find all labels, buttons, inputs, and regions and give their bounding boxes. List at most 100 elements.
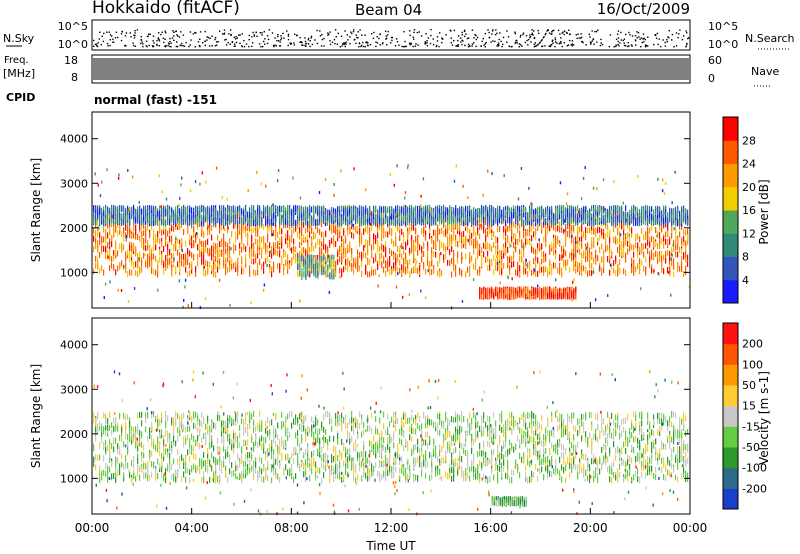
nsky-point	[643, 37, 645, 40]
scatter-point	[137, 253, 139, 259]
nsky-point	[245, 43, 248, 45]
scatter-point	[439, 228, 441, 235]
nsky-point	[167, 45, 169, 47]
scatter-point	[635, 233, 637, 240]
scatter-point	[167, 230, 169, 237]
scatter-point	[245, 261, 247, 268]
scatter-point	[183, 219, 185, 225]
scatter-point	[307, 213, 309, 220]
nsky-point	[101, 35, 103, 37]
nsky-label: N.Sky	[3, 32, 35, 45]
scatter-point	[159, 227, 161, 234]
nsky-point	[98, 38, 100, 40]
nsky-point	[461, 31, 463, 34]
nsky-point	[233, 45, 235, 47]
scatter-point	[243, 227, 245, 234]
scatter-point	[671, 247, 673, 254]
scatter-point	[341, 271, 343, 278]
nsky-point	[112, 41, 115, 43]
scatter-point	[585, 234, 587, 241]
scatter-point	[557, 225, 559, 232]
scatter-point	[613, 267, 615, 274]
scatter-point	[189, 262, 191, 269]
nsky-point	[216, 41, 218, 43]
scatter-point	[105, 237, 107, 244]
scatter-point	[577, 232, 579, 239]
scatter-point	[347, 210, 349, 217]
scatter-point	[497, 248, 499, 255]
scatter-point	[395, 220, 397, 227]
nsky-point	[272, 44, 275, 47]
nsky-point	[149, 33, 151, 35]
nsky-point	[531, 29, 533, 31]
scatter-point	[305, 206, 307, 213]
scatter-point	[199, 219, 201, 226]
scatter-point	[203, 206, 205, 213]
scatter-point	[105, 218, 107, 225]
scatter-point	[345, 210, 347, 217]
scatter-point	[107, 222, 109, 229]
scatter-point	[283, 205, 285, 211]
scatter-point	[599, 226, 601, 233]
scatter-point	[655, 241, 657, 248]
scatter-point	[215, 255, 217, 262]
scatter-point	[617, 247, 619, 253]
scatter-point	[259, 249, 261, 256]
nsky-point	[156, 40, 158, 42]
scatter-point	[569, 226, 571, 233]
scatter-point	[383, 217, 385, 224]
scatter-point	[235, 222, 237, 229]
scatter-point	[359, 240, 361, 247]
scatter-point	[305, 250, 307, 257]
nsky-point	[502, 36, 505, 39]
scatter-point	[233, 243, 235, 250]
scatter-point	[493, 231, 495, 238]
scatter-point	[375, 238, 377, 245]
scatter-point	[113, 213, 115, 220]
scatter-point	[155, 237, 157, 244]
scatter-point	[629, 245, 631, 252]
scatter-point	[281, 236, 283, 242]
scatter-point	[143, 211, 145, 218]
scatter-point	[563, 248, 565, 255]
scatter-point	[279, 263, 281, 270]
scatter-point	[639, 268, 641, 275]
nsky-point	[222, 33, 224, 35]
scatter-point	[427, 245, 429, 252]
scatter-point	[271, 230, 273, 237]
nsky-point	[146, 45, 148, 48]
nsky-point	[95, 43, 98, 45]
nsky-point	[463, 30, 466, 33]
nsky-point	[631, 35, 634, 37]
scatter-point	[325, 210, 327, 217]
scatter-point	[299, 241, 301, 248]
scatter-point	[249, 212, 251, 218]
nsky-point	[369, 44, 372, 46]
scatter-point	[405, 215, 407, 222]
scatter-point	[319, 250, 321, 257]
scatter-point	[217, 216, 219, 223]
nsky-point	[548, 32, 551, 34]
scatter-point	[505, 216, 507, 223]
scatter-point	[353, 261, 355, 268]
scatter-point	[387, 258, 389, 265]
nsky-point	[114, 37, 117, 39]
scatter-point	[345, 219, 347, 226]
scatter-point	[367, 259, 369, 266]
scatter-point	[271, 207, 273, 214]
scatter-point	[597, 227, 599, 234]
scatter-point	[521, 249, 523, 256]
scatter-point	[169, 257, 171, 264]
scatter-point	[637, 246, 639, 253]
nsky-point	[526, 39, 528, 42]
scatter-point	[645, 234, 647, 241]
scatter-point	[249, 220, 251, 227]
scatter-point	[293, 205, 295, 212]
scatter-point	[485, 243, 487, 250]
scatter-point	[277, 232, 279, 239]
scatter-point	[561, 267, 563, 274]
nsky-point	[551, 43, 553, 46]
scatter-point	[615, 270, 617, 276]
nsky-point	[518, 43, 521, 45]
scatter-point	[333, 223, 335, 230]
